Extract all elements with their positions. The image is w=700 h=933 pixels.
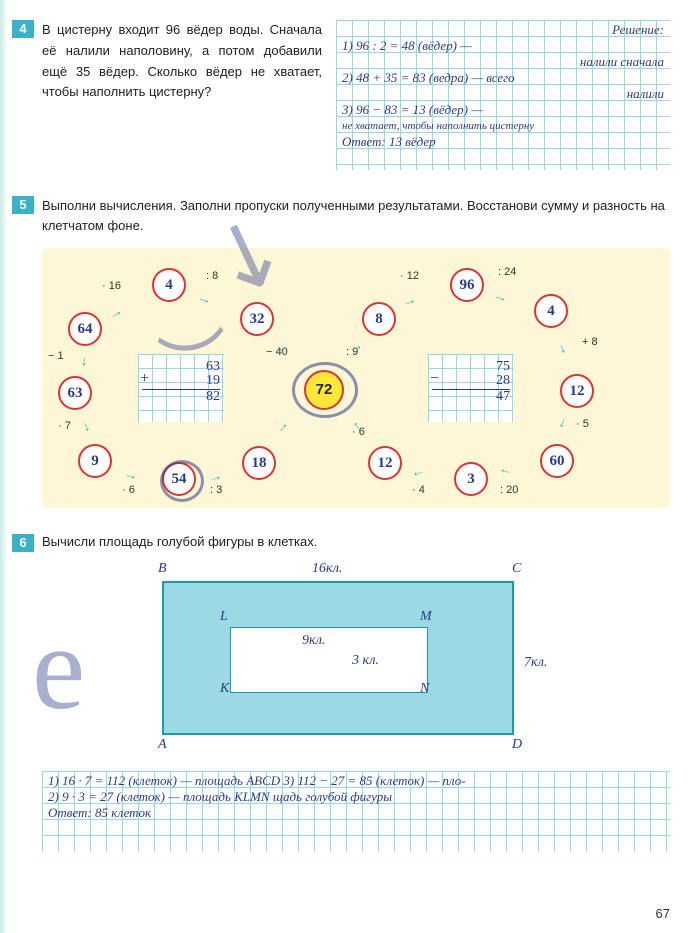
op-label: : 20	[500, 484, 518, 496]
arrow-icon: →	[196, 288, 215, 308]
task-number-4: 4	[12, 20, 34, 38]
node: 8	[362, 302, 396, 336]
arrow-icon: →	[206, 467, 224, 486]
sol-line: 3) 96 − 83 = 13 (вёдер) —	[342, 102, 664, 118]
op-label: · 5	[576, 418, 589, 430]
hand-circle	[160, 460, 204, 502]
inner-rect	[230, 627, 428, 693]
calc-a: 63	[142, 360, 220, 374]
node: 9	[78, 444, 112, 478]
op-label: · 12	[400, 270, 419, 282]
op-label: · 4	[412, 484, 425, 496]
plus-sign: +	[140, 372, 149, 386]
label-B: B	[158, 561, 167, 577]
calc-r: 47	[432, 389, 510, 403]
node: 96	[450, 268, 484, 302]
op-label: : 8	[206, 270, 218, 282]
task4-solution: Решение: 1) 96 : 2 = 48 (вёдер) — налили…	[336, 20, 670, 170]
task-number-6: 6	[12, 534, 34, 552]
node: 4	[534, 294, 568, 328]
op-label: · 6	[122, 484, 135, 496]
calc-left: + 63 19 82	[138, 354, 224, 422]
arrow-icon: →	[400, 290, 419, 310]
op-label: − 1	[48, 350, 64, 362]
ans-line: 1) 16 · 7 = 112 (клеток) — площадь ABCD …	[48, 773, 664, 789]
op-label: + 8	[582, 336, 598, 348]
label-A: A	[158, 737, 167, 753]
task-4: 4 В цистерну входит 96 вёдер воды. Снача…	[42, 20, 670, 170]
page-number: 67	[656, 906, 670, 921]
task-number-5: 5	[12, 196, 34, 214]
task6-text: Вычисли площадь голубой фигуры в клетках…	[42, 534, 670, 549]
sol-line: не хватает, чтобы наполнить цистерну	[342, 118, 664, 134]
op-label: · 7	[58, 420, 71, 432]
arrow-icon: →	[555, 415, 575, 434]
arrow-icon: →	[496, 465, 514, 484]
op-label: · 16	[102, 280, 121, 292]
node: 4	[152, 268, 186, 302]
hand-circle	[292, 362, 358, 418]
sol-answer: Ответ: 13 вёдер	[342, 134, 664, 150]
node: 63	[58, 376, 92, 410]
task6-answer: 1) 16 · 7 = 112 (клеток) — площадь ABCD …	[42, 771, 670, 851]
task4-problem: В цистерну входит 96 вёдер воды. Сначала…	[42, 20, 322, 170]
minus-sign: −	[430, 372, 439, 386]
hand-scribble: e	[32, 599, 85, 737]
sol-line: 2) 48 + 35 = 83 (ведра) — всего	[342, 70, 664, 86]
label-N: N	[420, 681, 429, 697]
arrow-icon: →	[410, 467, 428, 486]
arrow-icon: →	[79, 417, 99, 436]
task-5: 5 Выполни вычисления. Заполни пропуски п…	[42, 196, 670, 508]
solution-title: Решение:	[342, 22, 664, 38]
node: 12	[560, 374, 594, 408]
node: 64	[68, 312, 102, 346]
node: 60	[540, 444, 574, 478]
ans-line: Ответ: 85 клеток	[48, 805, 664, 821]
calc-r: 82	[142, 389, 220, 403]
task-6: 6 Вычисли площадь голубой фигуры в клетк…	[42, 534, 670, 851]
arrow-icon: →	[555, 339, 575, 358]
task6-figure: B C A D 16кл. 7кл. L M K N 9кл. 3 кл. e	[42, 559, 670, 759]
label-M: M	[420, 609, 432, 625]
calc-right: − 75 28 47	[428, 354, 514, 422]
outer-rect	[162, 581, 514, 735]
op-label: : 3	[210, 484, 222, 496]
label-D: D	[512, 737, 522, 753]
calc-b: 28	[432, 374, 510, 388]
calc-b: 19	[142, 374, 220, 388]
arrow-icon: →	[78, 354, 96, 371]
node: 32	[240, 302, 274, 336]
sol-line: налили сначала	[342, 54, 664, 70]
arrow-icon: →	[492, 286, 511, 306]
label-inner-h: 3 кл.	[352, 653, 379, 669]
arrow-icon: →	[105, 302, 125, 323]
sol-line: 1) 96 : 2 = 48 (вёдер) —	[342, 38, 664, 54]
label-L: L	[220, 609, 228, 625]
arrow-icon: →	[122, 465, 140, 484]
label-C: C	[512, 561, 521, 577]
node: 18	[242, 446, 276, 480]
task5-text: Выполни вычисления. Заполни пропуски пол…	[42, 196, 670, 236]
calc-a: 75	[432, 360, 510, 374]
task5-diagram: 64 4 32 63 9 54 18 72 8 96 4 12 60 3 12 …	[42, 248, 670, 508]
op-label: : 24	[498, 266, 516, 278]
label-width: 16кл.	[312, 561, 342, 577]
label-inner-w: 9кл.	[302, 633, 325, 649]
label-height: 7кл.	[524, 655, 547, 671]
workbook-page: { "page_number": "67", "tasks": { "t4": …	[0, 0, 700, 897]
node: 3	[454, 462, 488, 496]
node: 12	[368, 446, 402, 480]
ans-line: 2) 9 · 3 = 27 (клеток) — площадь KLMN ща…	[48, 789, 664, 805]
label-K: K	[220, 681, 229, 697]
arrow-icon: →	[270, 416, 291, 437]
sol-line: налили	[342, 86, 664, 102]
